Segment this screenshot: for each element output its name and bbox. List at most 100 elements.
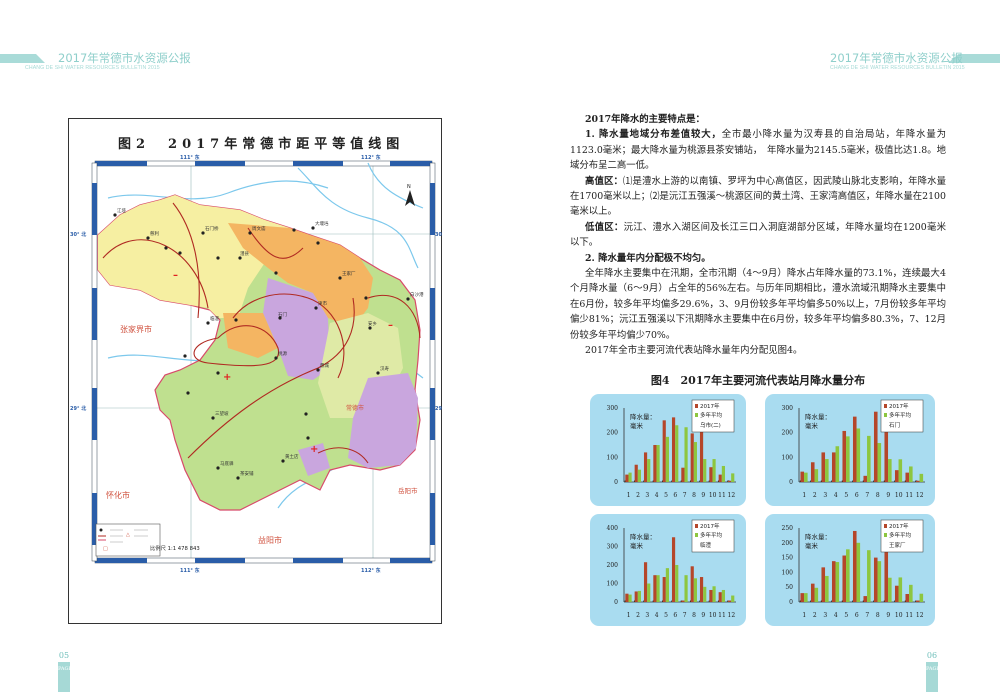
isolines	[102, 202, 421, 464]
paragraph: 1. 降水量地域分布差值较大，全市最小降水量为汉寿县的自治局站，年降水量为112…	[570, 127, 946, 173]
x-tick-label: 2	[813, 492, 817, 499]
bar-average	[675, 565, 679, 602]
bar-average	[665, 436, 669, 482]
x-tick-label: 1	[802, 612, 806, 619]
bar-2017	[662, 577, 666, 602]
bar-2017	[634, 591, 638, 602]
bar-2017	[831, 561, 836, 602]
lat-label: 29° 北	[435, 405, 442, 412]
bar-2017	[810, 462, 815, 482]
x-tick-label: 12	[916, 492, 924, 499]
bar-average	[703, 459, 707, 482]
bar-average	[804, 593, 808, 602]
bar-average	[867, 435, 871, 482]
x-tick-label: 7	[865, 492, 869, 499]
x-tick-label: 8	[876, 492, 880, 499]
x-tick-label: 7	[865, 612, 869, 619]
bar-average	[647, 583, 651, 602]
body-text: 2017年降水的主要特点是： 1. 降水量地域分布差值较大，全市最小降水量为汉寿…	[570, 112, 946, 359]
legend-box	[691, 399, 735, 433]
bar-average	[684, 427, 688, 482]
y-tick-label: 100	[782, 454, 794, 461]
x-tick-label: 3	[645, 612, 649, 619]
paragraph: 低值区：沅江、澧水入湖区间及长江三口入洞庭湖部分区域，年降水量均在1200毫米以…	[570, 220, 946, 251]
map-title: 图2 2017年常德市距平等值线图	[118, 137, 405, 152]
station-label: 周文庙	[252, 225, 266, 232]
x-tick-label: 2	[813, 612, 817, 619]
svg-text:+: +	[310, 444, 318, 455]
bar-2017	[709, 467, 713, 482]
bar-average	[888, 577, 892, 602]
page-tab: PAGE	[926, 662, 940, 692]
station-label: 江垭	[117, 207, 126, 214]
bar-average	[647, 459, 651, 482]
bar-average	[628, 594, 632, 602]
bar-average	[856, 542, 861, 602]
station-label: 大堰垱	[315, 220, 329, 227]
station-name: 王家厂	[889, 541, 906, 549]
legend-label: 2017年	[889, 402, 909, 410]
legend-box	[691, 519, 735, 553]
header-band	[0, 54, 45, 63]
x-tick-label: 5	[664, 612, 668, 619]
bar-average	[919, 473, 924, 482]
bar-average	[898, 577, 903, 602]
y-axis-label: 降水量：毫米	[805, 533, 831, 550]
neighbor-label: 常德市	[346, 404, 364, 412]
bar-average	[637, 590, 641, 602]
station-name: 石门	[889, 421, 900, 429]
bar-average	[919, 593, 924, 602]
x-tick-label: 3	[645, 492, 649, 499]
station-label: 黄土店	[285, 453, 299, 460]
neighbor-label: 怀化市	[106, 490, 130, 500]
x-tick-label: 1	[802, 492, 806, 499]
x-tick-label: 12	[916, 612, 924, 619]
station-name: 乌市(二)	[700, 421, 721, 429]
legend-swatch	[884, 533, 887, 537]
bar-2017	[821, 452, 826, 482]
page-number: 05	[58, 651, 70, 660]
header-title: 2017年常德市水资源公报	[830, 51, 963, 65]
y-tick-label: 400	[607, 525, 619, 532]
x-tick-label: 10	[709, 612, 717, 619]
bar-2017	[690, 433, 694, 482]
station-label: 石门	[278, 311, 287, 318]
bar-2017	[884, 431, 889, 482]
bar-2017	[852, 530, 857, 602]
bar-2017	[671, 417, 676, 482]
x-tick-label: 9	[886, 612, 890, 619]
legend-label: 多年平均	[889, 411, 912, 419]
bar-average	[814, 587, 819, 602]
station-label: 茶安铺	[240, 470, 254, 477]
header-subtitle: CHANG DE SHI WATER RESOURCES BULLETIN 20…	[25, 65, 160, 71]
legend-swatch	[884, 413, 887, 417]
paragraph-text: 全市最小降水量为汉寿县的自治局站，年降水量为1123.0毫米；最大降水量为桃源县…	[570, 129, 946, 172]
bar-average	[721, 465, 725, 482]
page-number-left: 05 PAGE	[58, 651, 72, 692]
bar-2017	[718, 474, 722, 482]
y-tick-label: 200	[782, 430, 794, 437]
station-label: 澧县	[240, 250, 249, 257]
x-tick-label: 11	[905, 612, 913, 619]
lon-label: 111° 东	[180, 567, 200, 574]
bar-2017	[842, 430, 847, 482]
station-label: 石门桥	[205, 225, 219, 232]
y-tick-label: 200	[782, 540, 794, 547]
lat-label: 30° 北	[70, 231, 86, 238]
station-label: 王家厂	[342, 270, 356, 277]
bar-average	[712, 586, 716, 602]
x-tick-label: 5	[664, 492, 668, 499]
figure-title: 图4 2017年主要河流代表站月降水量分布	[650, 374, 866, 387]
bar-2017	[653, 445, 657, 482]
y-tick-label: 0	[789, 599, 793, 606]
station-label: 桃源	[278, 350, 287, 357]
paragraph: 高值区：⑴是澧水上游的以南镇、罗坪为中心高值区，因武陵山脉北支影响，年降水量在1…	[570, 174, 946, 220]
bar-2017	[643, 562, 648, 602]
x-tick-label: 11	[905, 492, 913, 499]
bar-2017	[727, 600, 732, 602]
max-min-markers: – + – +	[173, 270, 393, 455]
coordinate-bar	[91, 160, 436, 564]
paragraph-text: ⑴是澧水上游的以南镇、罗坪为中心高值区，因武陵山脉北支影响，年降水量在1700毫…	[570, 175, 946, 218]
bar-2017	[810, 583, 815, 602]
north-label: N	[407, 184, 411, 190]
